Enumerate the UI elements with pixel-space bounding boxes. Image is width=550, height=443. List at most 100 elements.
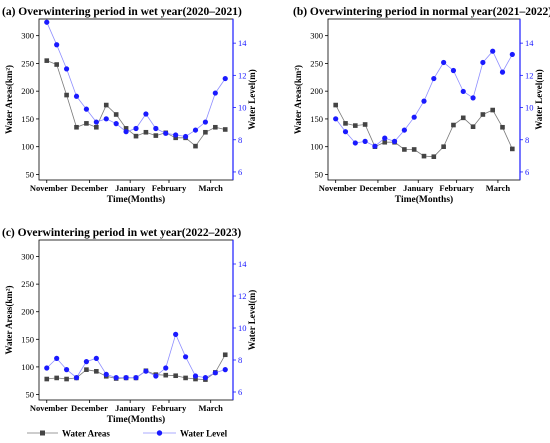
data-point-water-areas [451, 122, 456, 128]
data-point-water-level [83, 359, 90, 365]
y2-tick-label: 6 [238, 387, 242, 397]
y-tick-label: 100 [21, 142, 34, 152]
x-tick-label: January [115, 183, 146, 193]
data-point-water-level [222, 367, 228, 373]
legend: Water Areas Water Level [27, 429, 228, 439]
data-point-water-level [173, 331, 179, 337]
panel-c: (c) Overwintering period in wet year(202… [2, 227, 257, 425]
data-point-water-level [54, 42, 60, 48]
data-point-water-areas [431, 154, 437, 159]
y-tick-label: 150 [21, 334, 34, 344]
data-point-water-level [103, 371, 109, 377]
data-point-water-level [372, 143, 378, 149]
data-point-water-areas [441, 144, 446, 149]
data-point-water-areas [510, 146, 515, 152]
x-tick-label: November [319, 183, 357, 193]
data-point-water-level [163, 365, 169, 371]
data-point-water-level [182, 133, 189, 140]
data-point-water-level [222, 75, 228, 82]
data-point-water-level [93, 119, 99, 125]
x-tick-label: March [198, 403, 223, 413]
data-point-water-areas [54, 62, 59, 67]
data-point-water-level [490, 48, 496, 54]
series-line-water-level [46, 333, 226, 379]
data-point-water-areas [470, 124, 476, 130]
data-point-water-areas [193, 143, 198, 149]
y2-tick-label: 8 [238, 135, 242, 145]
y2-tick-label: 6 [238, 167, 242, 177]
series-line-water-areas [335, 104, 513, 158]
data-point-water-level [450, 67, 457, 74]
data-point-water-level [202, 375, 209, 381]
data-point-water-areas [193, 376, 198, 382]
y-tick-label: 100 [21, 362, 34, 372]
y-tick-label: 150 [21, 114, 34, 124]
data-point-water-areas [382, 139, 388, 145]
data-point-water-level [113, 375, 119, 381]
y2-tick-label: 10 [525, 103, 534, 113]
y2-axis-label: Water Level(m) [247, 290, 257, 351]
x-tick-label: March [486, 183, 511, 193]
data-point-water-level [362, 138, 368, 144]
data-point-water-areas [74, 124, 79, 130]
data-point-water-level [212, 90, 218, 96]
data-point-water-areas [203, 129, 208, 135]
x-tick-label: January [115, 403, 146, 413]
data-point-water-level [143, 111, 149, 117]
data-point-water-level [123, 375, 129, 381]
legend-marker-water-areas [40, 430, 45, 436]
y-axis-label: Water Areas(km²) [4, 285, 14, 354]
data-point-water-areas [94, 369, 99, 374]
y-tick-label: 200 [21, 307, 34, 317]
data-point-water-areas [54, 375, 59, 381]
y2-tick-label: 10 [238, 103, 247, 113]
y-tick-label: 250 [21, 279, 34, 289]
x-tick-label: February [152, 403, 187, 413]
x-tick-label: December [71, 183, 108, 193]
data-point-water-areas [84, 121, 89, 126]
data-point-water-level [382, 135, 388, 141]
series-line-water-level [46, 22, 226, 137]
x-tick-label: December [71, 403, 108, 413]
data-point-water-areas [173, 135, 178, 141]
data-point-water-level [421, 98, 427, 104]
data-point-water-areas [213, 124, 218, 130]
x-tick-label: November [30, 403, 68, 413]
data-point-water-areas [353, 123, 358, 128]
data-point-water-areas [402, 147, 407, 152]
data-point-water-level [44, 19, 50, 25]
data-point-water-level [133, 125, 139, 132]
data-point-water-level [342, 129, 349, 135]
data-point-water-areas [411, 147, 417, 152]
y-tick-label: 300 [21, 252, 34, 262]
y-tick-label: 150 [310, 114, 323, 124]
data-point-water-areas [173, 373, 178, 379]
data-point-water-areas [222, 352, 228, 358]
data-point-water-level [143, 368, 149, 374]
chart-title: (b) Overwintering period in normal year(… [293, 6, 550, 18]
data-point-water-areas [153, 133, 159, 138]
data-point-water-level [93, 355, 99, 361]
data-point-water-level [163, 130, 169, 136]
data-point-water-areas [421, 153, 427, 159]
data-point-water-areas [490, 107, 495, 113]
y2-tick-label: 10 [238, 323, 247, 333]
legend-label-water-level: Water Level [180, 429, 228, 439]
data-point-water-level [103, 116, 109, 122]
data-point-water-level [431, 75, 437, 82]
x-tick-label: February [439, 183, 474, 193]
data-point-water-level [401, 127, 407, 133]
data-point-water-areas [103, 102, 109, 108]
data-point-water-level [411, 114, 417, 120]
data-point-water-level [202, 119, 209, 125]
x-axis-label: Time(Months) [107, 194, 165, 205]
legend-marker-water-level [156, 430, 163, 436]
data-point-water-level [192, 127, 199, 133]
data-point-water-areas [500, 124, 505, 130]
data-point-water-level [173, 132, 179, 138]
y-tick-label: 100 [310, 142, 323, 152]
y-tick-label: 50 [26, 169, 35, 179]
data-point-water-areas [343, 121, 348, 126]
y-tick-label: 300 [21, 31, 34, 41]
y-tick-label: 250 [310, 58, 323, 68]
